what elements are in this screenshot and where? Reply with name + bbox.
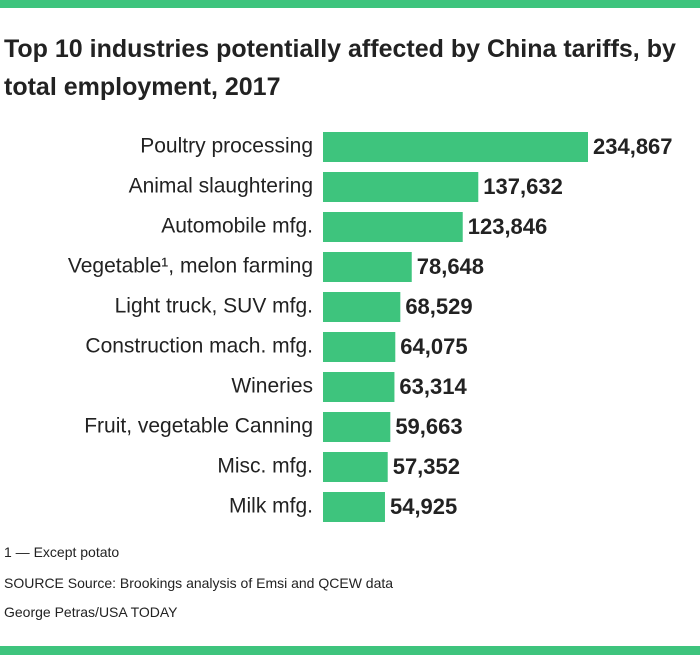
value-label: 63,314: [399, 374, 467, 399]
category-label: Vegetable¹, melon farming: [68, 255, 313, 278]
bar: [323, 252, 412, 282]
category-label: Milk mfg.: [229, 495, 313, 518]
value-label: 64,075: [400, 334, 467, 359]
category-label: Light truck, SUV mfg.: [115, 295, 313, 318]
top-strip: [0, 0, 700, 8]
bar: [323, 412, 391, 442]
value-label: 68,529: [405, 294, 472, 319]
bar: [323, 212, 463, 242]
footnote: 1 — Except potato: [4, 544, 120, 560]
credit: George Petras/USA TODAY: [4, 604, 178, 620]
bar: [323, 492, 385, 522]
category-label: Automobile mfg.: [161, 215, 313, 238]
value-label: 123,846: [468, 214, 548, 239]
value-label: 57,352: [393, 454, 460, 479]
value-label: 54,925: [390, 494, 457, 519]
bottom-strip: [0, 646, 700, 655]
category-label: Animal slaughtering: [129, 175, 313, 198]
bar: [323, 292, 401, 322]
bar: [323, 132, 588, 162]
value-label: 78,648: [417, 254, 484, 279]
source: SOURCE Source: Brookings analysis of Ems…: [4, 575, 394, 591]
chart-title: Top 10 industries potentially affected b…: [4, 35, 676, 101]
value-label: 137,632: [483, 174, 563, 199]
category-label: Misc. mfg.: [217, 455, 313, 478]
bar: [323, 332, 396, 362]
category-label: Poultry processing: [140, 135, 313, 158]
value-label: 59,663: [395, 414, 462, 439]
category-label: Construction mach. mfg.: [85, 335, 313, 358]
bar: [323, 452, 388, 482]
bar: [323, 172, 479, 202]
category-label: Fruit, vegetable Canning: [84, 415, 313, 438]
category-label: Wineries: [231, 375, 313, 398]
bar: [323, 372, 395, 402]
value-label: 234,867: [593, 134, 673, 159]
